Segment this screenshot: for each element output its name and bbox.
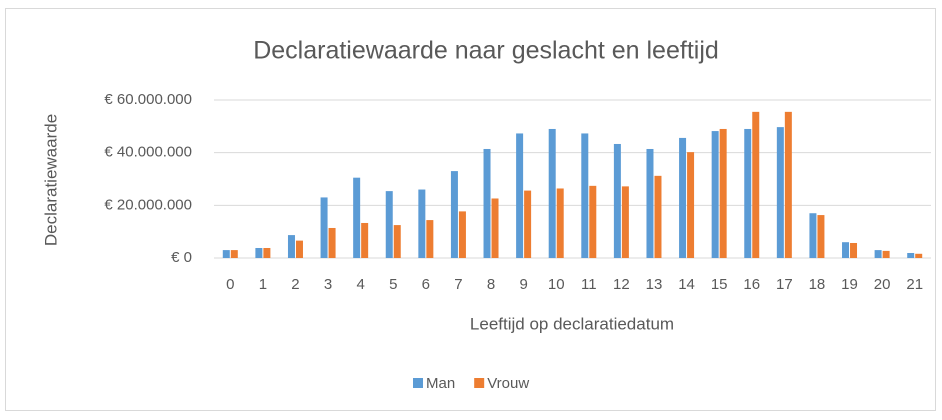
y-tick-label: € 0 <box>171 249 192 266</box>
bar <box>255 247 263 258</box>
x-tick-label: 19 <box>841 276 858 293</box>
legend-label: Man <box>426 375 455 392</box>
x-tick-label: 17 <box>776 276 793 293</box>
x-tick-label: 18 <box>809 276 826 293</box>
bar <box>882 250 890 258</box>
bar <box>287 235 295 258</box>
bar <box>589 185 597 258</box>
bar <box>483 148 491 258</box>
bar <box>621 186 629 258</box>
bar <box>328 227 336 258</box>
bar <box>915 253 923 258</box>
bar <box>548 128 556 258</box>
y-axis-title: Declaratiewaarde <box>41 114 60 246</box>
legend-swatch <box>413 378 423 388</box>
bar <box>295 240 303 258</box>
x-tick-label: 2 <box>291 276 299 293</box>
x-tick-label: 10 <box>548 276 565 293</box>
legend-swatch <box>474 378 485 388</box>
bar <box>907 252 915 258</box>
y-tick-label: € 60.000.000 <box>104 91 192 108</box>
x-tick-label: 1 <box>259 276 267 293</box>
bar <box>654 175 662 258</box>
x-tick-label: 20 <box>874 276 891 293</box>
x-tick-label: 9 <box>519 276 527 293</box>
x-tick-label: 6 <box>422 276 430 293</box>
bar <box>353 177 361 258</box>
bar <box>784 111 792 258</box>
bar <box>385 191 393 258</box>
bar <box>222 250 230 258</box>
x-tick-label: 5 <box>389 276 397 293</box>
bar <box>393 225 401 258</box>
bar <box>361 222 369 258</box>
x-tick-label: 4 <box>356 276 364 293</box>
bar <box>850 242 858 258</box>
chart-title: Declaratiewaarde naar geslacht en leefti… <box>253 37 719 65</box>
legend-label: Vrouw <box>487 375 529 392</box>
bar <box>687 152 695 258</box>
bar <box>320 197 328 258</box>
bar <box>776 127 784 258</box>
x-tick-label: 14 <box>678 276 695 293</box>
bar <box>581 133 589 258</box>
bar <box>263 247 271 258</box>
bar <box>752 111 760 258</box>
bar <box>817 215 825 258</box>
bar <box>842 242 850 258</box>
x-tick-label: 7 <box>454 276 462 293</box>
x-tick-label: 21 <box>906 276 923 293</box>
bar <box>646 148 654 258</box>
bar <box>613 143 621 258</box>
x-tick-label: 16 <box>743 276 760 293</box>
x-tick-label: 12 <box>613 276 630 293</box>
bar <box>418 189 426 258</box>
y-tick-label: € 40.000.000 <box>104 144 192 161</box>
x-tick-label: 8 <box>487 276 495 293</box>
bar <box>719 128 727 258</box>
bar <box>711 131 719 258</box>
bar <box>679 137 687 258</box>
x-axis-title: Leeftijd op declaratiedatum <box>470 314 674 333</box>
bar <box>524 190 532 258</box>
bar <box>491 198 499 258</box>
x-tick-label: 11 <box>581 276 597 293</box>
bar <box>458 211 466 258</box>
x-tick-label: 3 <box>324 276 332 293</box>
bar <box>230 250 238 258</box>
x-tick-label: 13 <box>646 276 663 293</box>
bar <box>426 220 434 258</box>
bar <box>744 128 752 258</box>
bar <box>556 188 564 258</box>
bar <box>809 213 817 258</box>
bar <box>516 133 524 258</box>
y-tick-label: € 20.000.000 <box>104 196 192 213</box>
bar <box>874 250 882 258</box>
x-tick-label: 15 <box>711 276 728 293</box>
x-tick-label: 0 <box>226 276 234 293</box>
bar <box>450 171 458 258</box>
